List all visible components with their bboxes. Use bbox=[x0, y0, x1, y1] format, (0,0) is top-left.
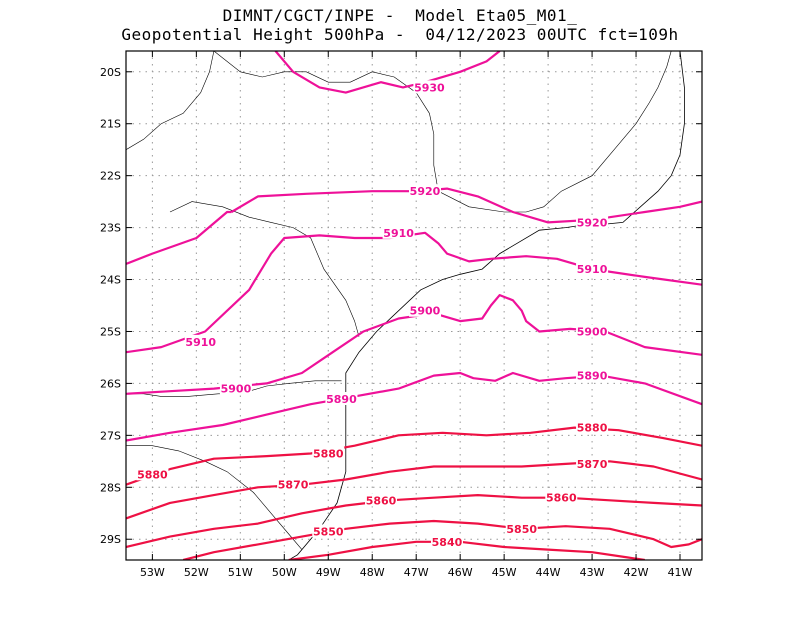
contour-5930 bbox=[274, 51, 501, 94]
x-tick-label: 50W bbox=[272, 566, 297, 579]
contour-label: 5870 bbox=[577, 458, 608, 471]
y-tick-label: 29S bbox=[100, 533, 121, 546]
x-tick-label: 43W bbox=[580, 566, 605, 579]
coastline bbox=[288, 154, 681, 560]
contour-label-bg bbox=[184, 334, 217, 348]
x-tick-label: 53W bbox=[140, 566, 165, 579]
x-tick-label: 44W bbox=[536, 566, 561, 579]
contour-5900 bbox=[126, 294, 702, 395]
contour-label-bg bbox=[408, 184, 441, 198]
title-line-2: Geopotential Height 500hPa - 04/12/2023 … bbox=[121, 25, 679, 44]
contour-label-bg bbox=[576, 368, 609, 382]
contour-label: 5860 bbox=[546, 492, 577, 505]
contour-label: 5860 bbox=[366, 494, 397, 507]
contour-label: 5900 bbox=[577, 325, 608, 338]
x-tick-label: 49W bbox=[316, 566, 341, 579]
contour-label-bg bbox=[365, 493, 398, 507]
contour-label-bg bbox=[576, 324, 609, 338]
state-border bbox=[126, 51, 215, 150]
contour-label: 5920 bbox=[577, 216, 608, 229]
contours bbox=[126, 51, 702, 560]
contour-label: 5890 bbox=[326, 393, 357, 406]
x-tick-label: 46W bbox=[448, 566, 473, 579]
contour-5870 bbox=[126, 460, 702, 520]
contour-5850 bbox=[182, 519, 702, 560]
contour-5910 bbox=[126, 231, 702, 354]
contour-label: 5900 bbox=[221, 383, 252, 396]
x-tick-label: 52W bbox=[184, 566, 209, 579]
contour-label: 5890 bbox=[577, 370, 608, 383]
x-tick-label: 48W bbox=[360, 566, 385, 579]
contour-label-bg bbox=[545, 490, 578, 504]
contour-label: 5850 bbox=[506, 523, 537, 536]
state-border bbox=[126, 445, 303, 550]
y-tick-label: 24S bbox=[100, 274, 121, 287]
contour-label-bg bbox=[136, 467, 169, 481]
state-border bbox=[169, 201, 360, 337]
contour-label-bg bbox=[312, 446, 345, 460]
state-border bbox=[213, 51, 672, 213]
contour-label-bg bbox=[408, 303, 441, 317]
contour-label: 5900 bbox=[410, 305, 441, 318]
contour-label-bg bbox=[576, 456, 609, 470]
plot-frame bbox=[125, 50, 703, 561]
contour-label: 5930 bbox=[414, 81, 445, 94]
x-tick-label: 41W bbox=[668, 566, 693, 579]
contour-labels: 5930 5920 5920 5910 5910 5910 5900 5900 5900 5890… bbox=[136, 80, 609, 549]
contour-5840 bbox=[288, 540, 645, 560]
contour-label: 5920 bbox=[410, 185, 441, 198]
y-tick-label: 26S bbox=[100, 377, 121, 390]
contour-label-bg bbox=[312, 524, 345, 538]
contour-label: 5910 bbox=[185, 336, 216, 349]
contour-label: 5880 bbox=[577, 422, 608, 435]
contour-5920 bbox=[230, 187, 702, 224]
contour-label: 5910 bbox=[577, 263, 608, 276]
y-tick-label: 21S bbox=[100, 118, 121, 131]
contour-label-bg bbox=[430, 534, 463, 548]
y-tick-label: 25S bbox=[100, 325, 121, 338]
x-tick-label: 47W bbox=[404, 566, 429, 579]
contour-label-bg bbox=[219, 381, 252, 395]
contour-label-bg bbox=[382, 225, 415, 239]
contour-label-bg bbox=[576, 420, 609, 434]
contour-label: 5880 bbox=[313, 448, 344, 461]
contour-5880 bbox=[126, 426, 702, 486]
geography bbox=[126, 51, 685, 560]
contour-label-bg bbox=[576, 262, 609, 276]
contour-5860 bbox=[126, 494, 702, 549]
contour-label: 5910 bbox=[383, 227, 414, 240]
x-tick-label: 42W bbox=[624, 566, 649, 579]
contour-label: 5850 bbox=[313, 525, 344, 538]
x-tick-label: 51W bbox=[228, 566, 253, 579]
y-tick-label: 23S bbox=[100, 222, 121, 235]
contour-label-bg bbox=[413, 80, 446, 94]
y-tick-label: 28S bbox=[100, 481, 121, 494]
contour-label-bg bbox=[576, 215, 609, 229]
coastline bbox=[679, 51, 685, 155]
y-tick-label: 22S bbox=[100, 170, 121, 183]
x-tick-label: 45W bbox=[492, 566, 517, 579]
contour-label: 5840 bbox=[432, 536, 463, 549]
contour-label-bg bbox=[277, 477, 310, 491]
contour-label: 5870 bbox=[278, 479, 309, 492]
contour-label-bg bbox=[325, 391, 358, 405]
contour-5910 bbox=[126, 210, 232, 265]
contour-label-bg bbox=[505, 521, 538, 535]
contour-label: 5880 bbox=[137, 468, 168, 481]
y-tick-label: 27S bbox=[100, 429, 121, 442]
title-line-1: DIMNT/CGCT/INPE - Model Eta05_M01_ bbox=[222, 6, 578, 25]
y-tick-label: 20S bbox=[100, 66, 121, 79]
axis-ticks: 53W 52W 51W 50W 49W 48W 47W 46W 45W 44W 43W 42W 41W 2… bbox=[100, 51, 702, 579]
